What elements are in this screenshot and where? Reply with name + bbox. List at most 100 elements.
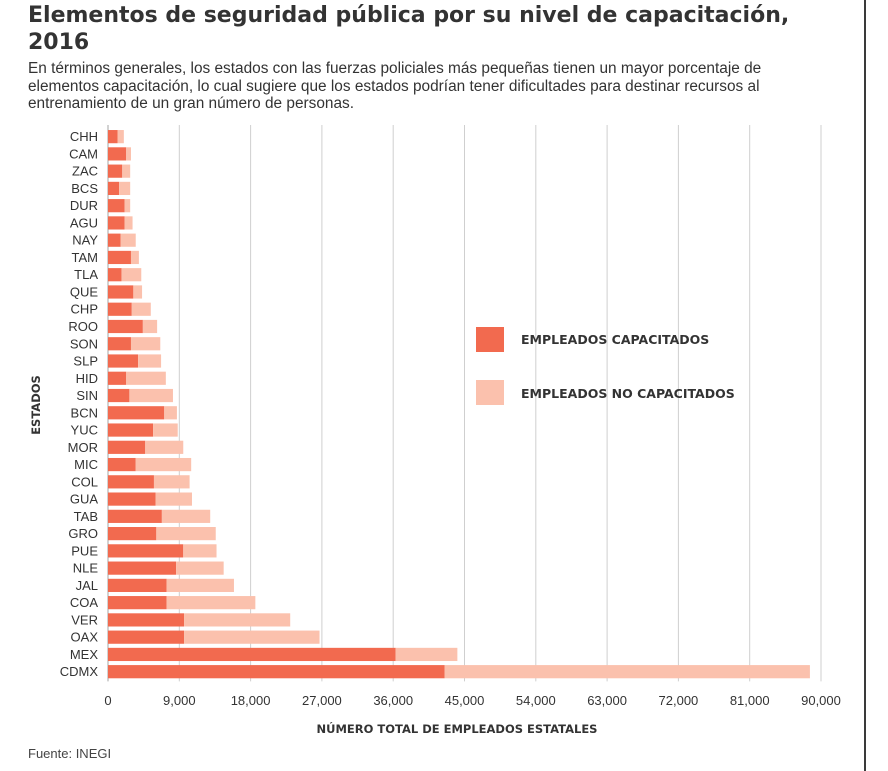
bar-mic-capacitados [108, 457, 136, 472]
y-tick-label: NAY [72, 233, 98, 248]
bar-col-capacitados [108, 475, 154, 489]
bar-sin-no-capacitados [129, 388, 173, 403]
bar-agu-no-capacitados [124, 216, 133, 230]
bar-cdmx-no-capacitados [444, 665, 810, 679]
bar-oax-no-capacitados [184, 630, 320, 644]
bar-bcn-no-capacitados [164, 406, 177, 420]
bar-que-capacitados [108, 285, 134, 299]
x-tick-label: 0 [104, 693, 111, 708]
bar-bcs-capacitados [108, 181, 120, 196]
y-tick-label: NLE [73, 561, 99, 576]
bar-cam-no-capacitados [126, 147, 131, 161]
legend-label-capacitados: EMPLEADOS CAPACITADOS [521, 332, 709, 347]
bar-mor-capacitados [108, 440, 146, 454]
bar-cam-capacitados [108, 147, 127, 161]
bar-yuc-capacitados [108, 423, 154, 437]
y-tick-label: MIC [74, 457, 98, 472]
bar-zac-no-capacitados [122, 164, 131, 178]
bar-chp-no-capacitados [131, 302, 151, 316]
bar-ver-no-capacitados [184, 613, 291, 627]
chart-title: Elementos de seguridad pública por su ni… [28, 3, 790, 55]
bar-yuc-no-capacitados [153, 423, 178, 437]
y-tick-label: YUC [71, 423, 98, 438]
bar-slp-no-capacitados [138, 354, 162, 368]
bar-nle-no-capacitados [176, 561, 224, 575]
bar-jal-capacitados [108, 578, 167, 592]
right-border-line [864, 0, 866, 771]
y-tick-label: MOR [68, 440, 98, 455]
bar-tam-no-capacitados [130, 250, 139, 265]
y-tick-label: DUR [70, 198, 98, 213]
bar-tam-capacitados [108, 250, 131, 265]
bar-bcs-no-capacitados [119, 181, 131, 196]
bar-que-no-capacitados [133, 285, 143, 299]
legend-label-no-capacitados: EMPLEADOS NO CAPACITADOS [521, 386, 735, 401]
bar-chp-capacitados [108, 302, 132, 316]
bar-son-capacitados [108, 337, 131, 351]
y-tick-label: ROO [68, 319, 98, 334]
bar-son-no-capacitados [130, 337, 161, 351]
bar-hid-no-capacitados [126, 371, 166, 385]
y-tick-label: BCS [71, 181, 98, 196]
y-tick-label: TLA [74, 267, 98, 282]
bar-pue-capacitados [108, 544, 184, 558]
x-tick-label: 72,000 [659, 693, 699, 708]
y-axis-title: ESTADOS [29, 375, 43, 435]
bar-chh-no-capacitados [117, 130, 124, 144]
bar-sin-capacitados [108, 388, 130, 403]
y-tick-label: TAM [72, 250, 98, 265]
bar-hid-capacitados [108, 371, 127, 385]
y-tick-label: CDMX [60, 664, 99, 679]
bar-roo-no-capacitados [142, 319, 158, 334]
bar-pue-no-capacitados [183, 544, 217, 558]
bar-jal-no-capacitados [166, 578, 234, 592]
bar-oax-capacitados [108, 630, 185, 644]
y-tick-label: HID [76, 371, 98, 386]
y-tick-label: OAX [71, 630, 99, 645]
bar-gua-capacitados [108, 492, 156, 506]
bar-nle-capacitados [108, 561, 177, 575]
y-tick-label: MEX [70, 647, 99, 662]
bar-mex-no-capacitados [395, 647, 458, 662]
x-tick-label: 45,000 [445, 693, 485, 708]
bars-group [108, 130, 810, 679]
y-tick-label: TAB [74, 509, 98, 524]
y-tick-label: JAL [76, 578, 98, 593]
bar-zac-capacitados [108, 164, 123, 178]
bar-agu-capacitados [108, 216, 125, 230]
y-tick-label: SLP [73, 354, 98, 369]
y-tick-label: PUE [71, 543, 98, 558]
bar-nay-capacitados [108, 233, 121, 247]
y-tick-label: CHP [71, 302, 98, 317]
x-tick-label: 90,000 [801, 693, 841, 708]
y-tick-label: VER [71, 612, 98, 627]
bar-bcn-capacitados [108, 406, 165, 420]
legend-swatch-no-capacitados [476, 380, 504, 405]
bar-chh-capacitados [108, 130, 118, 144]
bar-col-no-capacitados [153, 475, 190, 489]
y-tick-label: COA [70, 595, 99, 610]
y-tick-label: GUA [70, 492, 99, 507]
y-tick-label: CHH [70, 129, 98, 144]
y-tick-label: QUE [70, 284, 99, 299]
legend: EMPLEADOS CAPACITADOS EMPLEADOS NO CAPAC… [476, 327, 735, 405]
y-tick-labels: CHH CAM ZAC BCS DUR AGU NAY TAM TLA QUE CHP ROO SON S… [60, 129, 99, 679]
x-tick-label: 9,000 [163, 693, 196, 708]
bar-gro-no-capacitados [156, 527, 216, 541]
bar-gua-no-capacitados [155, 492, 192, 506]
x-tick-label: 18,000 [231, 693, 271, 708]
bar-mic-no-capacitados [135, 457, 192, 472]
y-tick-label: SON [70, 336, 98, 351]
x-axis-title: NÚMERO TOTAL DE EMPLEADOS ESTATALES [317, 721, 598, 736]
x-tick-labels: 0 9,000 18,000 27,000 36,000 45,000 54,000 63,0… [104, 693, 841, 708]
x-tick-label: 63,000 [587, 693, 627, 708]
source-note: Fuente: INEGI [28, 746, 112, 761]
legend-swatch-capacitados [476, 327, 504, 352]
bar-mex-capacitados [108, 647, 396, 662]
bar-tla-no-capacitados [121, 268, 142, 282]
bar-tab-no-capacitados [161, 509, 211, 523]
bar-tab-capacitados [108, 509, 162, 523]
bar-roo-capacitados [108, 319, 143, 334]
bar-dur-capacitados [108, 199, 125, 213]
